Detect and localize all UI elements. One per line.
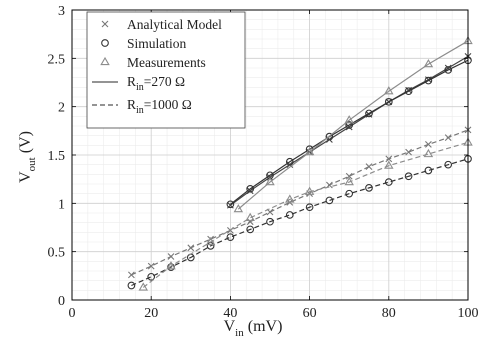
y-tick-label: 3 [58, 4, 65, 19]
data-point-triangle [166, 261, 176, 270]
legend: Analytical Model Simulation Measurements Ri… [86, 11, 246, 129]
data-point-circle [285, 211, 294, 219]
series-layer [127, 35, 473, 291]
data-point-circle [147, 272, 156, 281]
data-point-circle [325, 196, 334, 205]
data-point-triangle [205, 236, 216, 246]
data-point-triangle [304, 186, 315, 195]
x-tick-label: 0 [69, 306, 76, 321]
data-point-triangle [344, 115, 354, 124]
data-point-x [128, 271, 135, 279]
data-point-x [385, 155, 393, 163]
data-point-x [345, 123, 353, 131]
data-point-circle [246, 184, 255, 193]
data-point-circle [246, 225, 255, 234]
data-point-circle [226, 233, 235, 242]
data-point-circle [325, 132, 334, 141]
legend-label: Rin=270 Ω [127, 74, 185, 93]
data-point-triangle [384, 160, 394, 169]
data-point-circle [345, 121, 354, 129]
data-point-circle [444, 66, 453, 74]
data-point-triangle [245, 212, 255, 221]
data-point-triangle [384, 86, 394, 95]
x-tick-label: 20 [144, 306, 158, 321]
data-point-triangle [285, 194, 295, 203]
y-tick-label: 0 [58, 294, 65, 309]
data-point-circle [404, 172, 413, 181]
data-point-triangle [344, 176, 354, 186]
y-tick-label: 2 [58, 101, 65, 116]
data-point-circle [285, 157, 294, 166]
data-point-x [444, 64, 452, 72]
data-point-circle [384, 178, 393, 186]
data-point-triangle [423, 59, 434, 68]
series-1 [226, 56, 472, 209]
data-point-circle [424, 166, 433, 175]
data-point-x [246, 187, 254, 195]
data-point-x [444, 134, 452, 141]
x-tick-label: 40 [223, 306, 237, 321]
series-line [237, 40, 469, 210]
data-point-circle [384, 97, 393, 106]
legend-label: Analytical Model [127, 17, 222, 32]
x-tick-label: 100 [458, 306, 479, 321]
legend-marker-x [101, 20, 109, 28]
y-tick-label: 1 [58, 197, 65, 212]
data-point-circle [424, 76, 433, 85]
data-point-x [405, 148, 412, 156]
tick-labels: 0 20 40 60 80 100 0 0.5 1 1.5 2 2.5 3 [48, 4, 479, 321]
data-point-circle [305, 203, 314, 212]
data-point-x [345, 172, 353, 180]
y-axis-label: Vout (V) [17, 131, 38, 183]
series-line [131, 158, 469, 287]
data-point-triangle [423, 148, 434, 158]
legend-label: Simulation [127, 36, 187, 51]
data-point-triangle [138, 282, 149, 291]
legend-marker-o [101, 39, 109, 47]
data-point-circle [226, 200, 235, 209]
legend-label: Rin=1000 Ω [127, 97, 192, 116]
data-point-circle [444, 160, 453, 169]
data-point-circle [365, 184, 373, 192]
data-point-triangle [304, 146, 315, 156]
y-tick-label: 1.5 [48, 149, 66, 164]
data-point-triangle [233, 204, 244, 213]
data-point-x [246, 218, 254, 226]
data-point-circle [404, 87, 413, 96]
legend-marker-triangle [100, 56, 110, 66]
series-line [131, 129, 469, 276]
x-tick-label: 60 [303, 306, 317, 321]
data-point-circle [127, 281, 136, 290]
series-line [230, 59, 469, 205]
legend-box [86, 11, 246, 129]
data-point-circle [266, 217, 274, 226]
data-point-x [147, 262, 155, 270]
series-line [142, 141, 469, 288]
legend-label: Measurements [127, 55, 206, 70]
y-tick-label: 0.5 [48, 246, 66, 261]
data-point-x [167, 253, 175, 260]
data-point-x [187, 244, 195, 252]
data-point-circle [365, 109, 373, 118]
data-point-x [365, 163, 373, 170]
data-point-circle [345, 189, 354, 198]
data-point-x [425, 140, 432, 148]
y-tick-label: 2.5 [48, 52, 66, 67]
series-4 [127, 155, 472, 290]
x-tick-label: 80 [382, 306, 396, 321]
data-point-triangle [265, 176, 275, 186]
x-axis-label: Vin (mV) [224, 318, 283, 339]
